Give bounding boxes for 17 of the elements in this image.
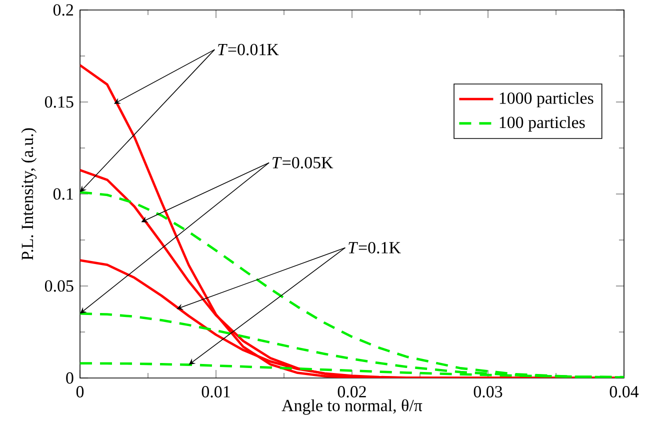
x-tick-label: 0.01 (202, 386, 230, 398)
annotation: T=0.05K (272, 156, 334, 168)
x-tick-label: 0.02 (338, 386, 366, 398)
y-tick-label: 0.05 (44, 280, 74, 292)
y-tick-label: 0.1 (53, 188, 73, 200)
y-tick-label: 0.2 (53, 4, 74, 16)
y-axis-title: P.L. Intensity, (a.u.) (21, 128, 37, 260)
x-tick-label: 0 (76, 386, 84, 398)
legend-label: 100 particles (500, 116, 585, 132)
x-tick-label: 0.04 (610, 386, 639, 398)
y-tick-label: 0 (66, 372, 74, 384)
legend-label: 1000 particles (500, 92, 594, 108)
annotation: T=0.01K (218, 44, 279, 56)
y-tick-label: 0.15 (44, 96, 74, 108)
x-axis-title: Angle to normal, θ/π (282, 399, 422, 415)
x-tick-label: 0.03 (474, 386, 502, 398)
annotation: T=0.1K (348, 242, 401, 254)
